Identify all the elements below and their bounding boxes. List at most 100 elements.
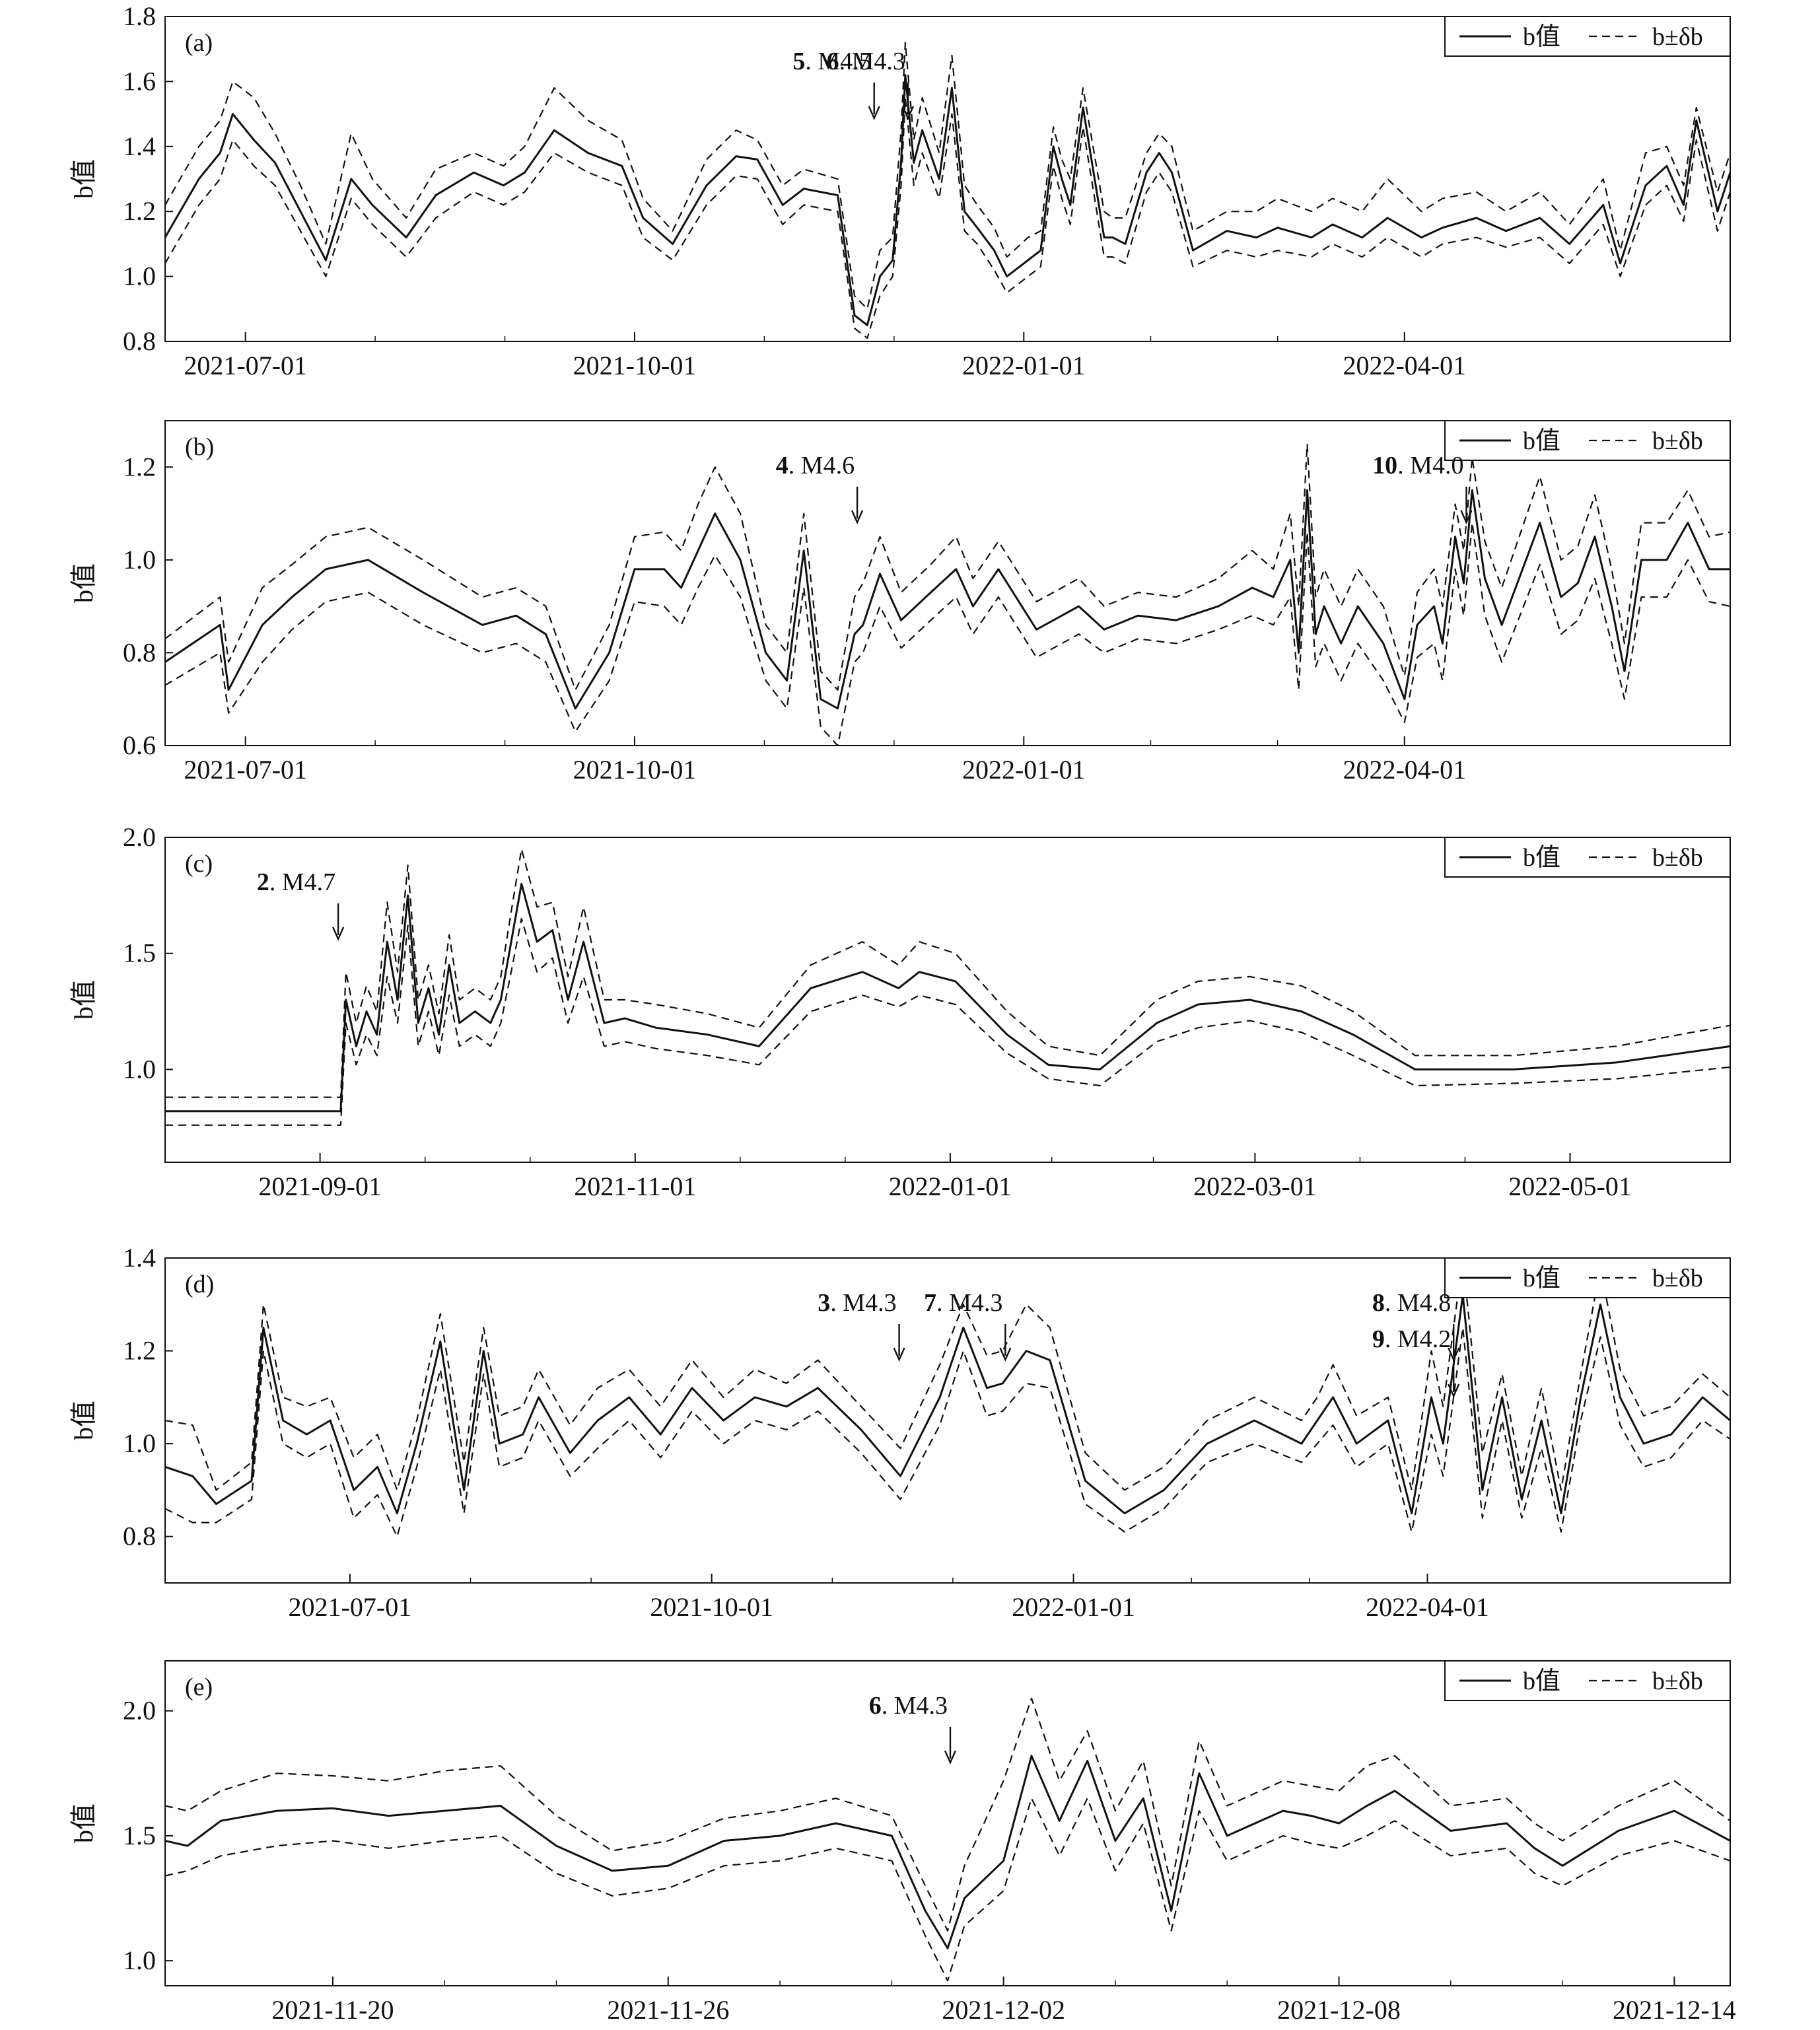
series-line-upper [165,1697,1730,1932]
event-arrowhead [1460,510,1473,524]
panel-e: 1.0 1.5 2.0 b值 2021-11-20 2021-11-26 2021-12-0… [69,1660,1736,2025]
y-tick-label: 2.0 [123,822,156,852]
series-line-b [165,489,1730,710]
legend-label-b: b值 [1523,844,1560,872]
legend: b值 b±δb [1444,1660,1731,1701]
event-label: 7. M4.3 [924,1289,1002,1317]
event-annotation: 9. M4.2 [1372,1325,1460,1398]
x-tick-label: 2021-12-02 [942,1995,1065,2025]
x-tick-label: 2022-01-01 [889,1172,1012,1201]
x-tick-label: 2021-10-01 [573,755,697,785]
x-tick-label: 2021-11-26 [607,1995,729,2025]
y-tick-label: 0.8 [123,326,156,356]
x-tick-label: 2022-03-01 [1193,1172,1317,1201]
panel-a: 0.8 1.0 1.2 1.4 1.6 1.8 b值 2021-07-01 2021-10-01… [69,1,1731,380]
legend-label-b: b值 [1523,1265,1560,1292]
y-tick-label: 1.4 [123,131,156,161]
panel-c: 1.0 1.5 2.0 b值 2021-09-01 2021-11-01 2022-01-0… [69,822,1731,1201]
y-tick-label: 0.8 [123,637,156,667]
series-line-upper [165,442,1730,691]
y-tick-label: 1.2 [123,452,156,481]
legend-label-bsigma: b±δb [1652,1265,1703,1292]
x-tick-label: 2022-01-01 [962,351,1086,380]
y-tick-label: 0.6 [123,730,156,760]
x-tick-label: 2021-07-01 [289,1592,412,1622]
event-annotation: 8. M4.8 [1372,1289,1460,1362]
series-line-b [165,1755,1730,1949]
event-annotation: 6. M4.3 [869,1692,957,1765]
legend: b值 b±δb [1444,1257,1731,1298]
event-annotation: 2. M4.7 [257,868,345,941]
panel-label: (e) [185,1673,213,1701]
series-line-lower [165,522,1730,746]
series-line-lower [165,1798,1730,1982]
event-arrowhead [999,1347,1012,1362]
y-tick-label: 2.0 [123,1696,156,1726]
legend-label-b: b值 [1523,1667,1560,1695]
event-label: 2. M4.7 [257,868,335,896]
event-annotation: 4. M4.6 [776,452,864,524]
x-tick-label: 2021-07-01 [184,755,307,785]
x-tick-label: 2022-04-01 [1366,1592,1489,1622]
event-label: 4. M4.6 [776,452,855,479]
legend-label-b: b值 [1523,23,1560,51]
x-tick-label: 2021-10-01 [573,351,697,380]
y-tick-label: 1.0 [123,545,156,575]
plot-frame [164,837,1731,1163]
event-label: 6. M4.3 [827,48,905,75]
event-arrowhead [944,1750,957,1765]
event-arrowhead [893,1347,905,1362]
event-arrowhead [901,106,915,120]
series-line-upper [165,1258,1730,1491]
y-axis-label: b值 [69,980,98,1020]
y-tick-label: 1.6 [123,66,156,96]
panel-label: (c) [185,850,213,878]
y-tick-label: 1.0 [123,1945,156,1975]
y-tick-label: 1.2 [123,1336,156,1366]
series-line-b [165,1294,1730,1515]
x-tick-label: 2022-04-01 [1343,755,1466,785]
x-tick-label: 2022-01-01 [1012,1592,1135,1622]
y-axis-label: b值 [69,563,98,603]
plot-frame [164,420,1731,746]
event-annotation: 5. M4.5 [792,48,880,120]
series-line-lower [165,96,1730,339]
event-label: 9. M4.2 [1372,1325,1451,1353]
y-tick-label: 1.5 [123,938,156,968]
y-tick-label: 1.4 [123,1243,156,1273]
event-annotation: 10. M4.0 [1372,452,1473,524]
series-line-b [165,74,1730,326]
y-axis-label: b值 [69,1401,98,1440]
event-arrowhead [868,106,880,120]
legend-label-bsigma: b±δb [1652,844,1703,872]
panel-label: (b) [185,433,214,461]
legend: b值 b±δb [1444,837,1731,878]
plot-frame [164,16,1731,342]
event-arrowhead [1448,1383,1460,1398]
x-tick-label: 2021-09-01 [258,1172,382,1201]
event-annotation: 3. M4.3 [818,1289,905,1362]
x-tick-label: 2021-07-01 [184,351,307,380]
x-tick-label: 2021-12-08 [1277,1995,1401,2025]
plot-frame [164,1660,1731,1986]
y-tick-label: 1.5 [123,1821,156,1850]
y-axis-label: b值 [69,1803,98,1843]
event-label: 6. M4.3 [869,1692,948,1720]
y-tick-label: 1.0 [123,1054,156,1084]
event-label: 8. M4.8 [1372,1289,1451,1317]
x-tick-label: 2022-05-01 [1508,1172,1632,1201]
legend: b值 b±δb [1444,420,1731,461]
event-arrowhead [1448,1347,1460,1362]
legend-label-bsigma: b±δb [1652,1667,1703,1695]
series-line-upper [165,42,1730,310]
event-annotation: 6. M4.3 [827,48,915,120]
x-tick-label: 2022-01-01 [962,755,1086,785]
panel-label: (a) [185,29,213,57]
y-tick-label: 1.0 [123,262,156,291]
y-tick-label: 1.8 [123,1,156,31]
y-tick-label: 1.2 [123,196,156,226]
panel-d: 0.8 1.0 1.2 1.4 b值 2021-07-01 2021-10-01 2022-0… [69,1243,1731,1622]
event-annotation: 7. M4.3 [924,1289,1012,1362]
event-arrowhead [851,510,864,524]
y-axis-label: b值 [69,159,98,199]
